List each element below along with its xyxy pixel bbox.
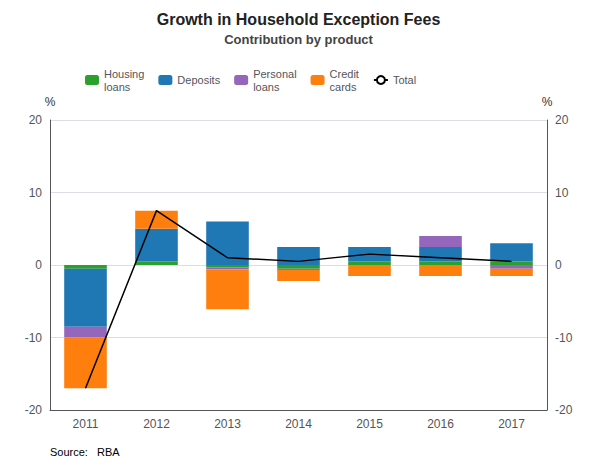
svg-text:20: 20 xyxy=(29,113,43,127)
svg-text:2011: 2011 xyxy=(73,417,99,431)
svg-text:10: 10 xyxy=(555,186,569,200)
svg-text:-20: -20 xyxy=(25,403,43,417)
svg-text:Deposits: Deposits xyxy=(177,74,220,86)
svg-text:-10: -10 xyxy=(555,331,573,345)
svg-text:%: % xyxy=(542,95,553,109)
svg-text:20: 20 xyxy=(555,113,569,127)
svg-text:cards: cards xyxy=(330,81,357,93)
svg-text:Personal: Personal xyxy=(253,68,296,80)
svg-text:0: 0 xyxy=(35,258,42,272)
svg-text:2013: 2013 xyxy=(214,417,241,431)
svg-text:loans: loans xyxy=(104,81,131,93)
svg-text:2017: 2017 xyxy=(498,417,525,431)
svg-text:Credit: Credit xyxy=(330,68,359,80)
svg-text:Contribution by product: Contribution by product xyxy=(224,32,373,47)
svg-text:-20: -20 xyxy=(555,403,573,417)
svg-text:%: % xyxy=(45,95,56,109)
svg-text:2016: 2016 xyxy=(427,417,454,431)
svg-text:Total: Total xyxy=(393,74,416,86)
svg-text:Housing: Housing xyxy=(104,68,144,80)
svg-text:Growth in Household Exception: Growth in Household Exception Fees xyxy=(157,11,441,28)
svg-text:2015: 2015 xyxy=(356,417,383,431)
svg-text:loans: loans xyxy=(253,81,280,93)
svg-text:2014: 2014 xyxy=(285,417,312,431)
svg-text:0: 0 xyxy=(555,258,562,272)
svg-text:10: 10 xyxy=(29,186,43,200)
svg-text:-10: -10 xyxy=(25,331,43,345)
svg-text:2012: 2012 xyxy=(143,417,170,431)
svg-text:Source: RBA: Source: RBA xyxy=(50,446,120,458)
